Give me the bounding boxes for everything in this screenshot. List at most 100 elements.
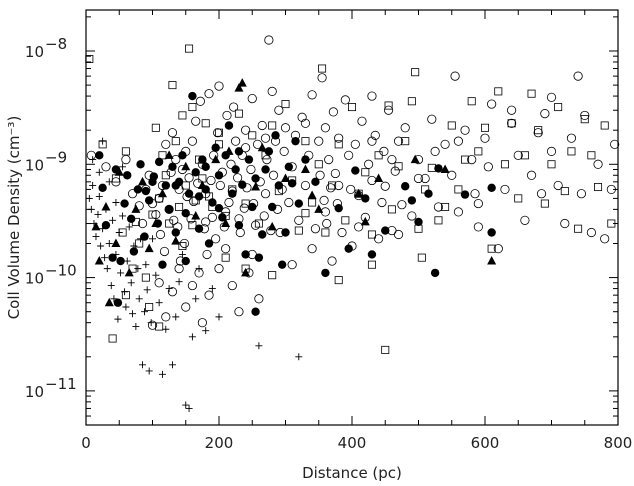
open-circle-point	[187, 136, 197, 146]
open-circle-point	[224, 197, 234, 208]
open-square-point	[411, 68, 420, 77]
filled-circle-point	[188, 91, 197, 101]
filled-circle-point	[294, 199, 303, 208]
filled-circle-point	[144, 196, 154, 205]
open-square-point	[407, 97, 416, 106]
open-square-point	[334, 140, 343, 149]
filled-circle-point	[116, 256, 125, 266]
open-square-point	[201, 119, 210, 128]
filled-circle-point	[251, 307, 260, 316]
open-square-point	[321, 228, 330, 237]
open-circle-point	[260, 133, 271, 143]
open-circle-point	[377, 197, 387, 208]
plus-point	[147, 319, 155, 327]
filled-circle-point	[487, 228, 496, 237]
open-circle-point	[330, 168, 340, 179]
filled-triangle-point	[171, 236, 181, 245]
open-square-point	[367, 230, 376, 239]
filled-triangle-point	[354, 188, 364, 198]
plus-point	[94, 211, 102, 219]
open-square-point	[214, 128, 223, 137]
open-square-point	[318, 64, 327, 73]
open-square-point	[151, 123, 160, 132]
open-circle-point	[189, 196, 199, 207]
open-circle-point	[586, 227, 597, 238]
plus-point	[208, 285, 216, 293]
plus-point	[175, 278, 183, 286]
open-circle-point	[226, 159, 236, 169]
filled-circle-point	[367, 250, 377, 259]
open-circle-point	[214, 264, 224, 274]
open-circle-point	[86, 150, 96, 160]
plus-point	[90, 220, 98, 228]
open-circle-point	[274, 105, 284, 115]
open-square-point	[268, 121, 277, 130]
filled-circle-point	[181, 256, 190, 266]
plus-point	[143, 286, 151, 294]
plus-point	[192, 295, 200, 303]
open-square-point	[414, 224, 423, 233]
open-circle-point	[121, 154, 131, 165]
plus-point	[107, 282, 115, 290]
y-tick-label: 10	[25, 270, 44, 288]
filled-circle-point	[168, 162, 177, 172]
open-circle-point	[231, 136, 241, 146]
filled-circle-point	[224, 121, 234, 130]
open-circle-point	[241, 143, 251, 153]
open-circle-point	[171, 154, 181, 165]
open-circle-point	[221, 244, 231, 254]
filled-circle-point	[101, 220, 111, 230]
open-circle-point	[246, 164, 256, 175]
open-circle-point	[553, 180, 563, 191]
filled-triangle-point	[151, 218, 161, 228]
open-square-point	[394, 162, 403, 171]
open-circle-point	[380, 181, 390, 191]
y-tick-label-exponent: −11	[45, 375, 77, 393]
filled-triangle-point	[131, 204, 141, 213]
plus-point	[114, 315, 122, 323]
plus-point	[112, 250, 120, 258]
filled-triangle-point	[91, 221, 101, 231]
open-circle-point	[536, 189, 547, 199]
open-square-point	[328, 181, 337, 190]
filled-circle-point	[164, 205, 174, 214]
plus-point	[202, 327, 210, 335]
open-circle-point	[202, 249, 212, 260]
open-circle-point	[161, 312, 171, 322]
open-circle-point	[179, 238, 190, 249]
open-circle-point	[493, 244, 503, 254]
open-square-point	[461, 155, 470, 164]
filled-circle-point	[434, 164, 443, 173]
filled-circle-point	[244, 155, 254, 164]
open-circle-point	[322, 218, 332, 229]
plus-point	[255, 342, 263, 350]
open-circle-point	[134, 201, 144, 211]
open-circle-point	[450, 71, 460, 81]
open-square-point	[387, 205, 396, 214]
filled-circle-point	[344, 244, 353, 253]
open-square-point	[554, 103, 563, 112]
filled-circle-point	[201, 162, 210, 172]
x-tick-labels: 0 200 400 600 800	[81, 434, 632, 452]
open-circle-point	[393, 136, 404, 146]
plus-point	[162, 325, 170, 333]
plus-point	[99, 225, 107, 233]
open-circle-point	[506, 118, 517, 128]
open-square-point	[108, 334, 117, 343]
open-circle-point	[453, 207, 463, 217]
filled-circle-point	[254, 253, 264, 262]
open-circle-point	[610, 139, 620, 149]
open-circle-point	[467, 154, 477, 165]
plus-point	[168, 361, 176, 369]
open-circle-point	[207, 212, 217, 222]
open-square-point	[314, 160, 323, 169]
open-circle-point	[213, 128, 223, 138]
open-square-point	[178, 111, 187, 120]
open-square-point	[467, 97, 476, 106]
plus-point	[165, 285, 173, 293]
filled-triangle-point	[487, 256, 497, 265]
open-circle-point	[204, 89, 214, 99]
plus-point	[103, 265, 111, 273]
open-circle-point	[487, 99, 497, 109]
